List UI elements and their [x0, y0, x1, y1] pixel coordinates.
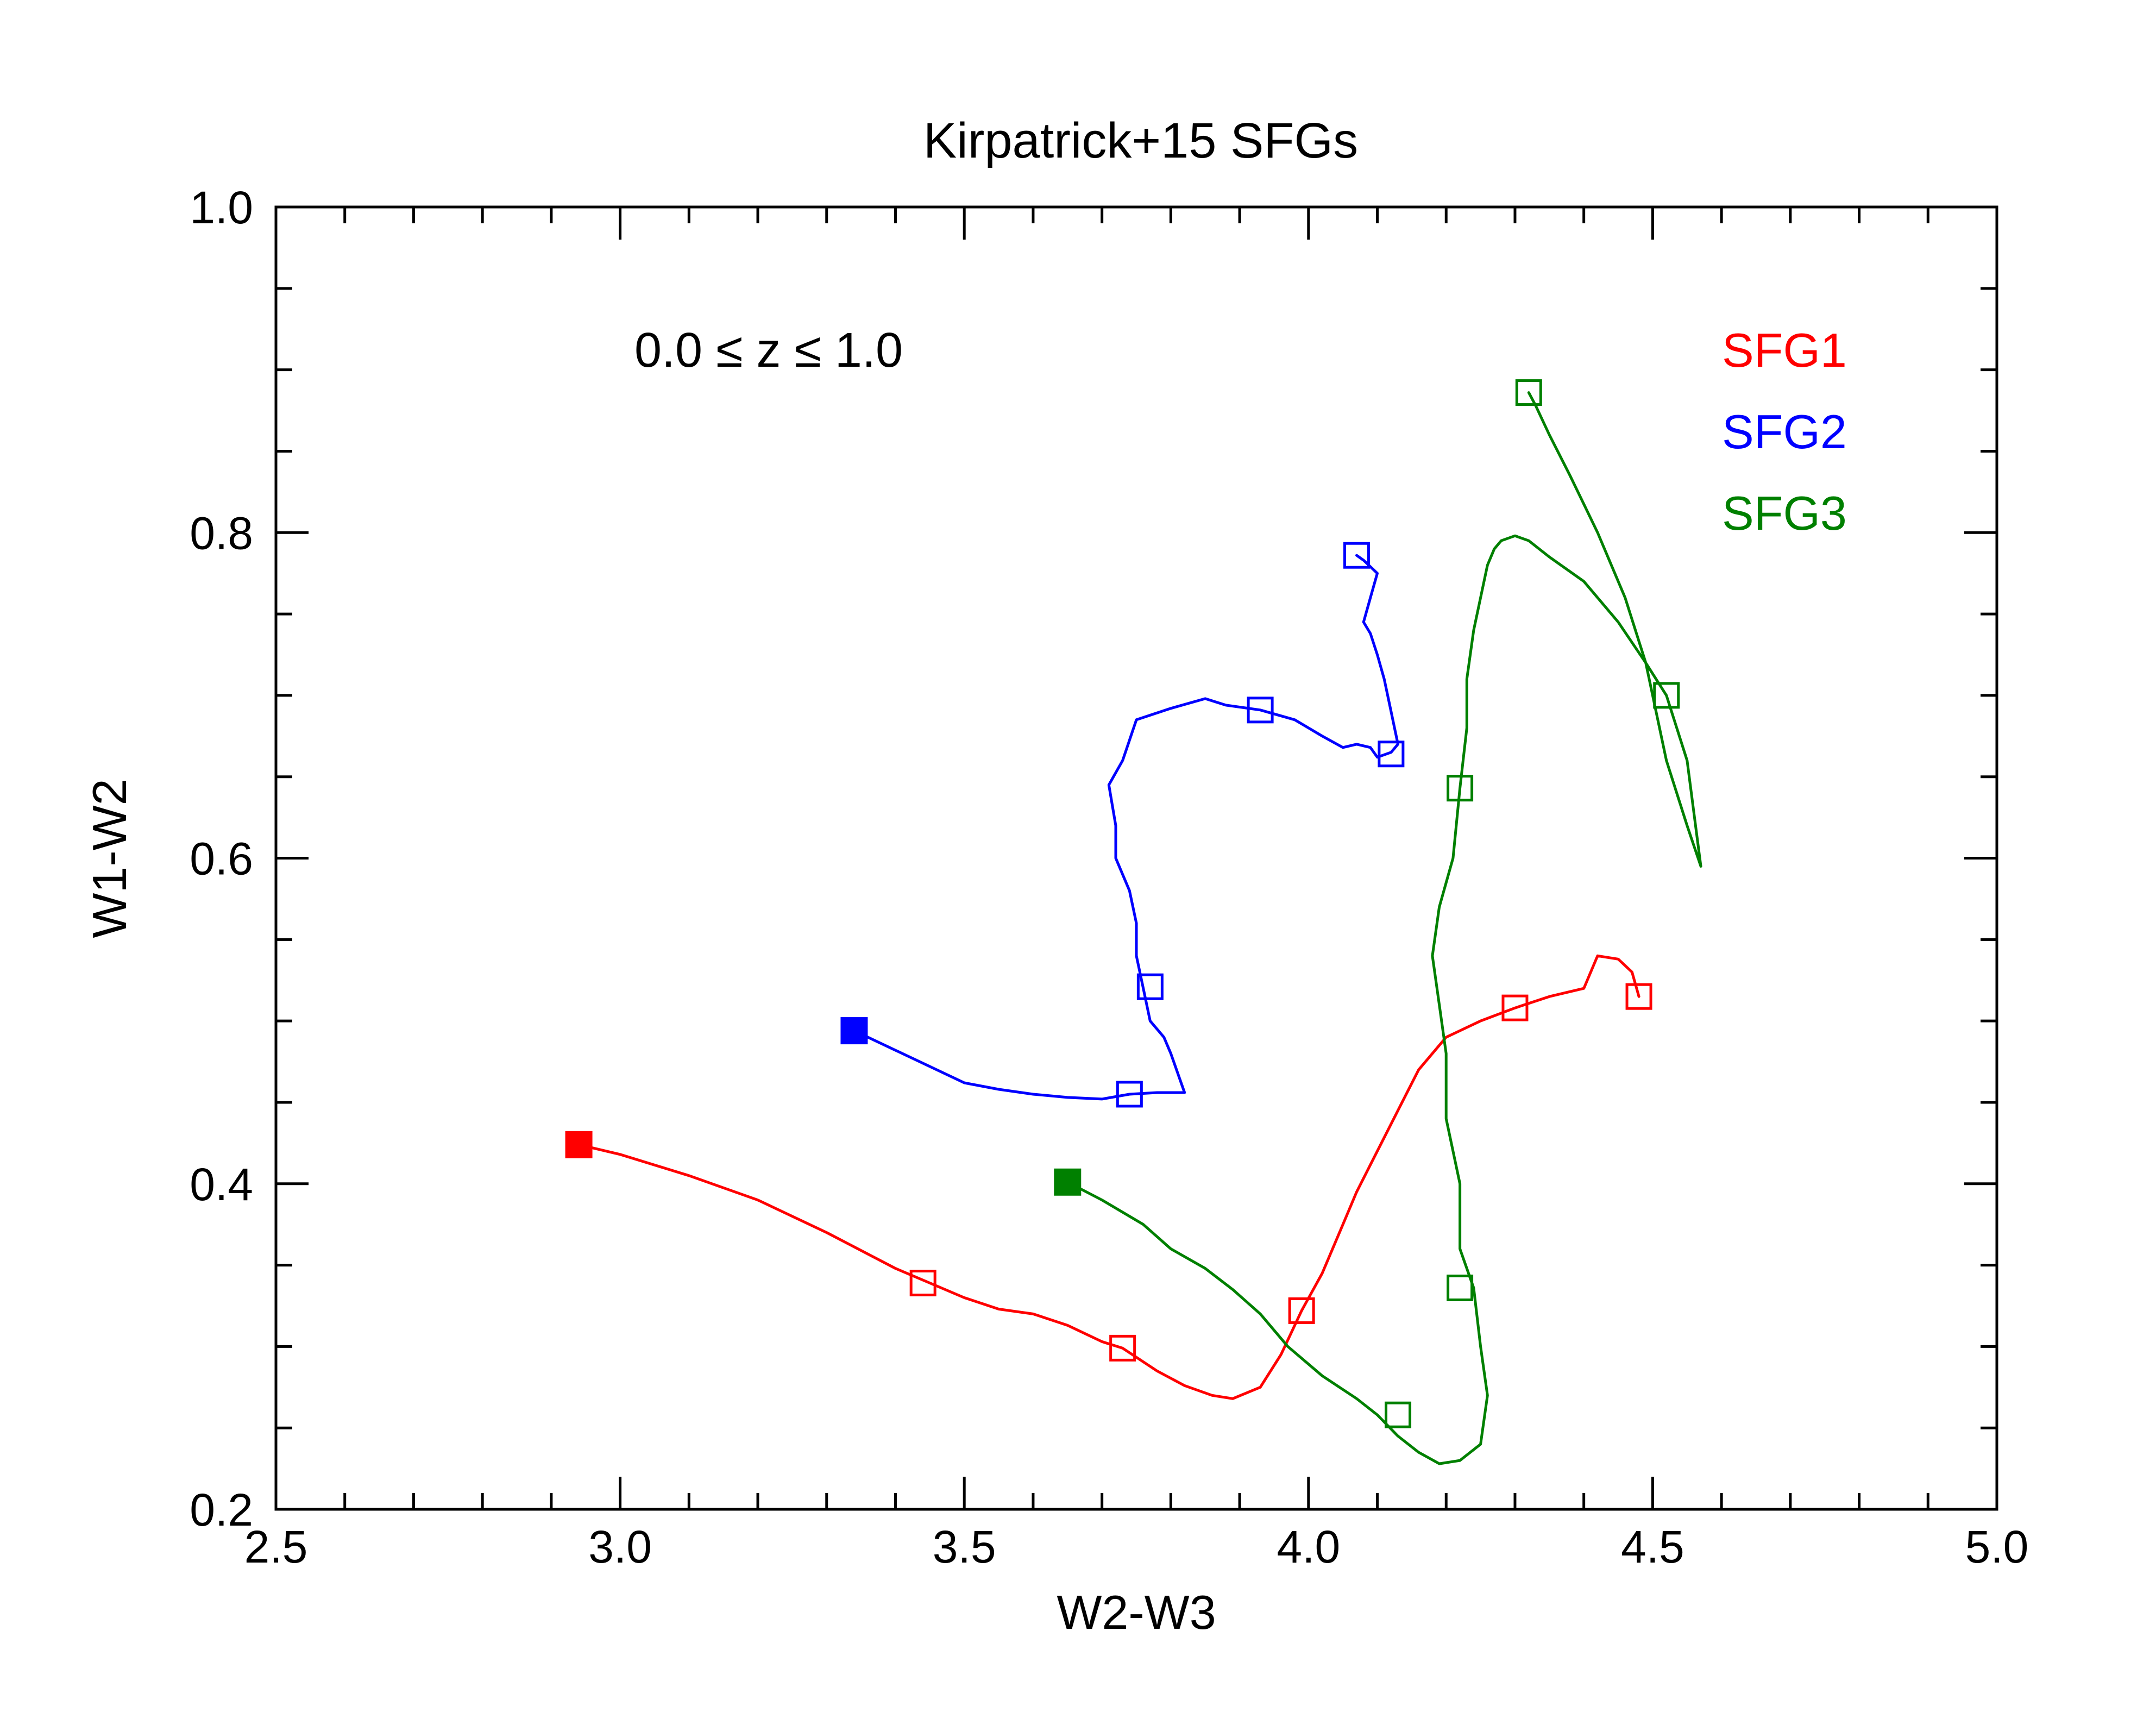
legend-entry-sfg3: SFG3	[1722, 486, 1847, 540]
filled-square-marker-sfg2	[840, 1017, 868, 1045]
open-square-marker-sfg2	[1136, 973, 1164, 1000]
x-tick-label: 3.0	[588, 1521, 652, 1572]
y-tick-label: 0.2	[190, 1484, 253, 1535]
x-tick-label: 4.0	[1277, 1521, 1340, 1572]
series-sfg1	[565, 954, 1652, 1400]
y-axis-ticks	[276, 205, 1997, 1511]
plot-area-border	[274, 205, 1998, 1511]
open-square-marker-sfg3	[1653, 682, 1680, 709]
plot-frame	[274, 205, 1998, 1511]
y-tick-label: 0.6	[190, 833, 253, 885]
y-axis-title: W1-W2	[83, 779, 136, 938]
open-square-marker-sfg3	[1447, 1275, 1474, 1302]
series-group	[565, 379, 1702, 1465]
open-square-marker-sfg1	[1109, 1334, 1136, 1362]
series-sfg2	[840, 542, 1405, 1108]
open-square-marker-sfg2	[1247, 697, 1274, 724]
open-square-marker-sfg1	[1501, 994, 1529, 1021]
y-tick-label: 1.0	[190, 182, 253, 233]
open-square-marker-sfg3	[1447, 775, 1474, 802]
legend: SFG1 SFG2 SFG3	[1722, 323, 1847, 540]
x-tick-label: 5.0	[1965, 1521, 2029, 1572]
open-square-marker-sfg1	[1625, 983, 1652, 1010]
series-line-sfg1	[577, 954, 1640, 1400]
redshift-annotation: 0.0 ≤ z ≤ 1.0	[634, 323, 903, 378]
open-square-marker-sfg3	[1515, 379, 1542, 406]
series-line-sfg3	[1066, 391, 1702, 1465]
open-square-marker-sfg2	[1378, 741, 1405, 768]
y-axis-tick-labels: 0.2 0.4 0.6 0.8 1.0	[190, 182, 253, 1535]
open-square-marker-sfg1	[1288, 1297, 1315, 1324]
y-tick-label: 0.8	[190, 507, 253, 559]
x-tick-label: 4.5	[1621, 1521, 1684, 1572]
series-line-sfg2	[852, 554, 1399, 1101]
open-square-marker-sfg2	[1116, 1081, 1143, 1108]
legend-entry-sfg1: SFG1	[1722, 323, 1847, 377]
x-tick-label: 3.5	[933, 1521, 996, 1572]
chart-title: Kirpatrick+15 SFGs	[923, 113, 1358, 168]
series-sfg3	[1054, 379, 1702, 1465]
y-tick-label: 0.4	[190, 1159, 253, 1210]
x-axis-title: W2-W3	[1057, 1585, 1216, 1639]
open-square-marker-sfg3	[1385, 1401, 1412, 1428]
open-square-marker-sfg1	[909, 1270, 936, 1297]
legend-entry-sfg2: SFG2	[1722, 405, 1847, 459]
x-axis-ticks	[274, 207, 1998, 1509]
x-axis-tick-labels: 2.5 3.0 3.5 4.0 4.5 5.0	[244, 1521, 2029, 1572]
open-square-marker-sfg2	[1343, 542, 1371, 569]
filled-square-marker-sfg3	[1054, 1168, 1082, 1196]
x-tick-label: 2.5	[244, 1521, 308, 1572]
filled-square-marker-sfg1	[565, 1131, 593, 1158]
